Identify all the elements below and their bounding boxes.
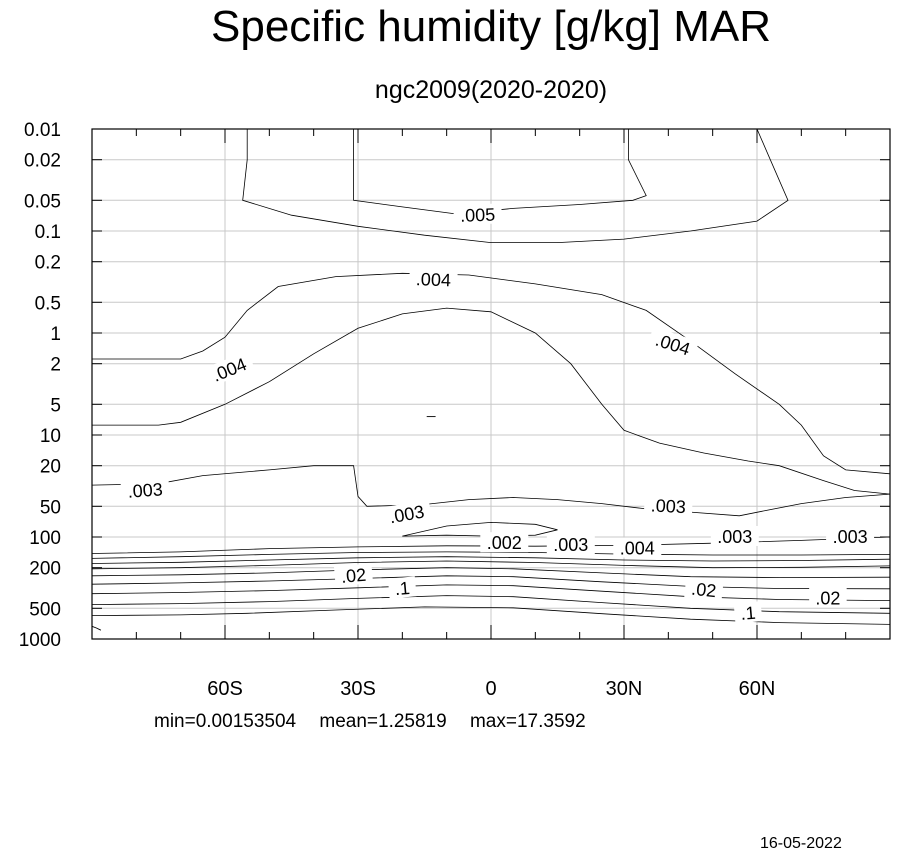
contour-label-text: .004 bbox=[620, 539, 655, 559]
contour-label: .005 bbox=[453, 203, 502, 226]
contour-label-text: .003 bbox=[833, 527, 868, 547]
contour-label: .003 bbox=[381, 499, 432, 528]
contour-label-bg bbox=[613, 537, 662, 558]
contour-label-bg bbox=[643, 494, 693, 517]
contour-label: .003 bbox=[643, 494, 693, 517]
contour-segment bbox=[91, 625, 102, 631]
x-tick-label: 30S bbox=[340, 678, 376, 700]
contour-label-text: .003 bbox=[127, 479, 163, 501]
chart-title: Specific humidity [g/kg] MAR bbox=[211, 2, 771, 51]
contour-label: .004 bbox=[647, 326, 700, 361]
x-tick-label: 0 bbox=[485, 678, 496, 700]
contour-line bbox=[91, 606, 891, 625]
x-tick-label: 60N bbox=[739, 678, 776, 700]
contour-line bbox=[91, 575, 891, 590]
y-tick-label: 10 bbox=[40, 426, 61, 447]
contour-line bbox=[91, 567, 891, 579]
contour-label: .003 bbox=[826, 526, 875, 547]
y-tick-label: 500 bbox=[29, 599, 61, 620]
y-tick-label: 0.5 bbox=[35, 293, 61, 314]
contour-label-text: .003 bbox=[553, 535, 588, 555]
contour-label-bg bbox=[387, 576, 417, 599]
contour-label-bg bbox=[409, 267, 458, 290]
contour-line bbox=[242, 128, 789, 243]
contour-label-bg bbox=[333, 563, 374, 587]
chart-subtitle: ngc2009(2020-2020) bbox=[374, 76, 608, 104]
contour-label-bg bbox=[733, 601, 763, 624]
x-tick-label: 60S bbox=[207, 678, 243, 700]
axes: 0.010.020.050.10.20.51251020501002005001… bbox=[19, 120, 891, 700]
contour-label-text: .02 bbox=[340, 565, 367, 587]
y-tick-label: 20 bbox=[40, 457, 61, 478]
y-tick-label: 1000 bbox=[19, 630, 61, 651]
y-tick-label: 2 bbox=[50, 355, 61, 376]
y-tick-label: 0.01 bbox=[24, 120, 61, 141]
contour-label: .02 bbox=[333, 563, 374, 587]
y-tick-label: 0.1 bbox=[35, 222, 61, 243]
stat-mean: mean=1.25819 bbox=[319, 711, 447, 732]
contour-label: .1 bbox=[733, 601, 763, 624]
contour-label-bg bbox=[684, 577, 724, 601]
contour-label-bg bbox=[710, 526, 759, 546]
contour-label-bg bbox=[647, 326, 700, 361]
contour-label-text: .004 bbox=[416, 269, 452, 290]
contour-label: .003 bbox=[120, 477, 170, 502]
contour-label-text: .003 bbox=[650, 495, 686, 517]
contour-line bbox=[91, 560, 891, 570]
contour-label: .003 bbox=[710, 526, 759, 547]
contour-line bbox=[353, 129, 647, 215]
contour-label-text: .1 bbox=[740, 603, 757, 624]
contour-label: .002 bbox=[480, 532, 529, 553]
contour-label: .004 bbox=[203, 350, 256, 388]
stats-line: min=0.00153504 mean=1.25819 max=17.3592 bbox=[154, 711, 604, 733]
contour-label-bg bbox=[809, 587, 847, 608]
contour-line bbox=[402, 521, 558, 537]
plot-frame bbox=[91, 128, 891, 640]
contour-label-bg bbox=[480, 532, 529, 553]
stat-max: max=17.3592 bbox=[469, 711, 586, 732]
contour-label-text: .005 bbox=[460, 205, 496, 226]
contour-label-bg bbox=[203, 350, 256, 388]
contour-label: .004 bbox=[613, 537, 662, 559]
contour-label: .02 bbox=[809, 587, 847, 608]
contour-label-text: .02 bbox=[690, 579, 717, 602]
contour-line bbox=[91, 584, 891, 601]
y-tick-label: 5 bbox=[50, 395, 61, 416]
contour-label-bg bbox=[381, 499, 432, 528]
y-tick-label: 0.05 bbox=[24, 191, 61, 212]
contour-line bbox=[92, 307, 891, 495]
y-tick-label: 1 bbox=[50, 324, 61, 345]
contour-line bbox=[92, 272, 891, 475]
contour-label: .003 bbox=[546, 534, 595, 555]
y-tick-label: 0.02 bbox=[24, 151, 61, 172]
contour-label-text: .1 bbox=[394, 578, 411, 599]
x-tick-label: 30N bbox=[606, 678, 643, 700]
y-tick-label: 200 bbox=[29, 559, 61, 580]
date-stamp: 16-05-2022 bbox=[760, 835, 842, 852]
y-tick-label: 50 bbox=[40, 497, 61, 518]
contour-labels: .005 .004 .004 .004 .003 .003 .003 .003 .003 .002… bbox=[120, 203, 875, 624]
contour-label-text: .002 bbox=[487, 533, 522, 553]
contour-label-bg bbox=[826, 526, 875, 546]
stat-min: min=0.00153504 bbox=[154, 711, 297, 732]
contour-label-text: .02 bbox=[815, 588, 840, 608]
contour-line bbox=[91, 556, 891, 564]
contour-label-text: .003 bbox=[717, 527, 752, 547]
contour-label-bg bbox=[453, 203, 502, 226]
y-tick-label: 100 bbox=[29, 528, 61, 549]
contour-line bbox=[91, 465, 891, 517]
y-tick-label: 0.2 bbox=[35, 253, 61, 274]
contour-label: .004 bbox=[409, 267, 458, 290]
contour-label-bg bbox=[546, 534, 595, 555]
contour-label-text: .004 bbox=[209, 354, 249, 386]
contour-label: .1 bbox=[387, 576, 417, 599]
contour-label-bg bbox=[120, 477, 170, 502]
contour-label: .02 bbox=[684, 577, 724, 602]
contour-label-text: .004 bbox=[653, 330, 693, 360]
